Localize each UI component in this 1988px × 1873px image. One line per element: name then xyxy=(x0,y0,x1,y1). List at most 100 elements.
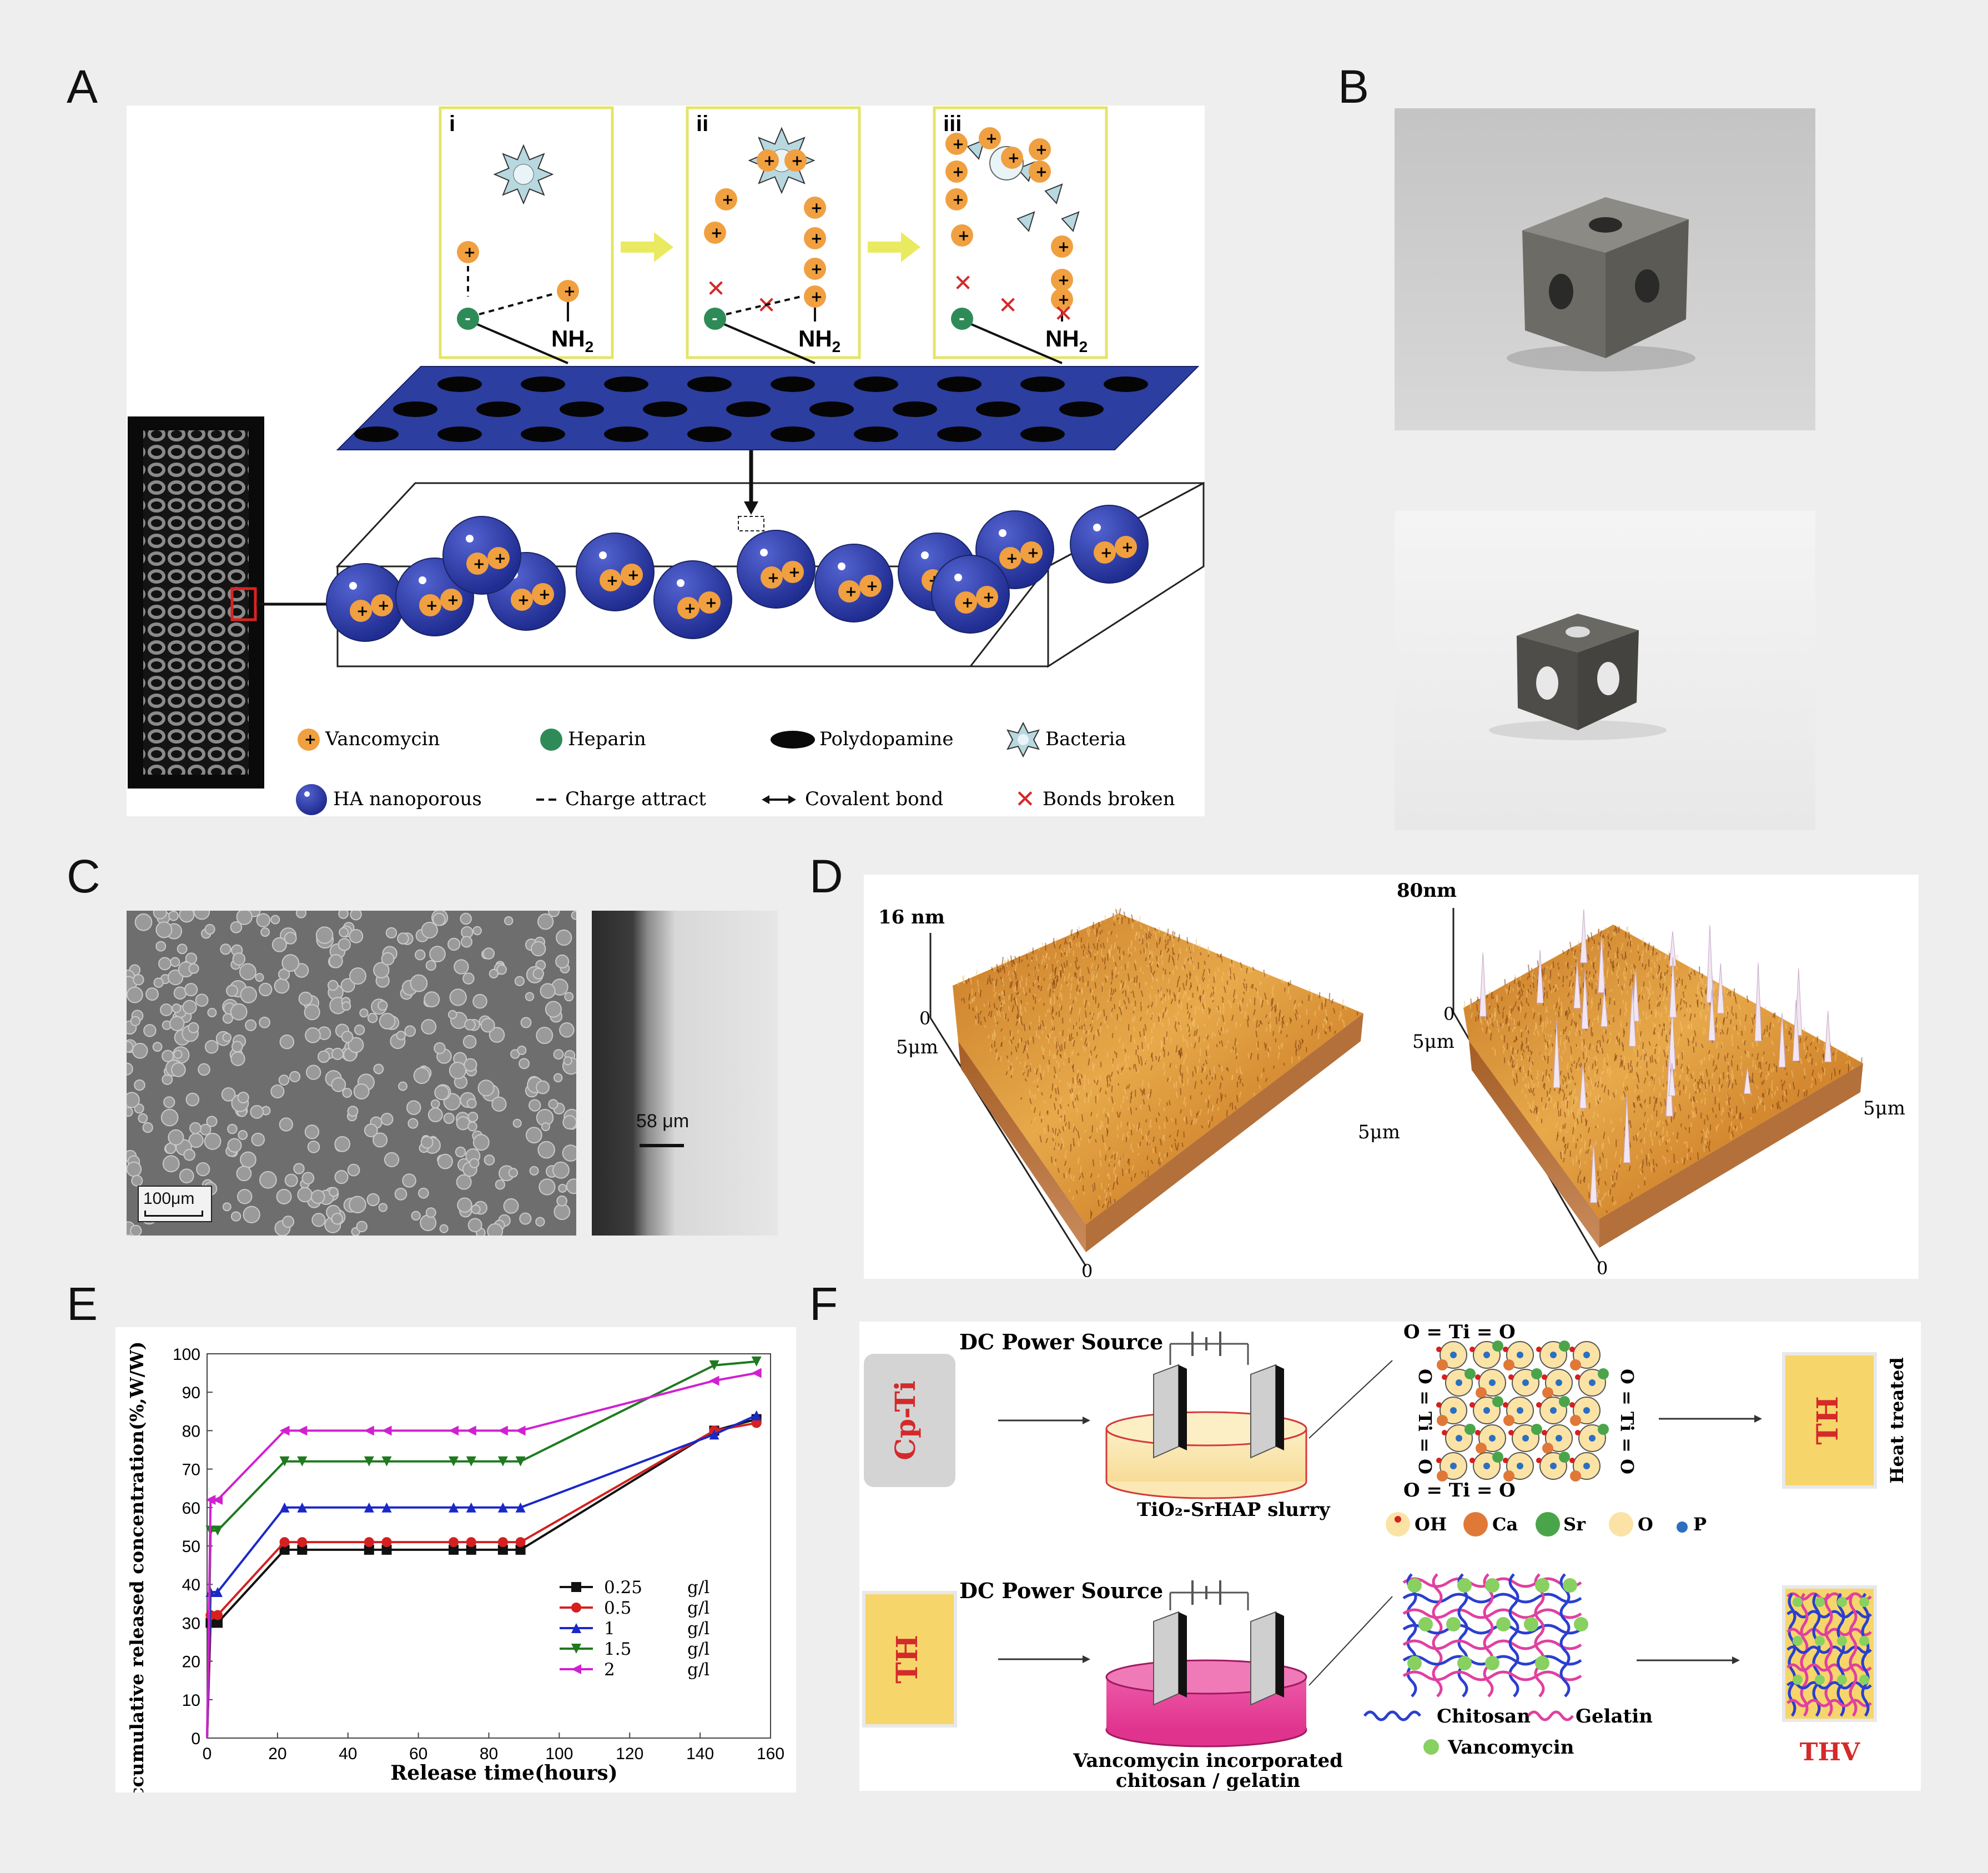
photo-cube-coated xyxy=(1395,511,1815,830)
svg-text:Sr: Sr xyxy=(1563,1514,1586,1535)
svg-text:+: + xyxy=(473,556,485,573)
afm-left-yaxis: 5μm xyxy=(896,1036,938,1058)
afm-right-zmin: 0 xyxy=(1443,1003,1454,1025)
svg-text:+: + xyxy=(763,153,776,169)
ha-sphere: ++ xyxy=(576,533,655,611)
bath-label-line1: Vancomycin incorporated xyxy=(1073,1750,1343,1772)
data-point xyxy=(364,1456,374,1467)
data-point xyxy=(515,1537,526,1548)
data-point xyxy=(751,1418,762,1428)
svg-text:+: + xyxy=(1008,150,1020,167)
legend-concentration: 0.5 xyxy=(604,1598,631,1618)
panel-label-e: E xyxy=(67,1278,98,1330)
x-tick-label: 160 xyxy=(757,1745,784,1763)
afm-left-zmax: 16 nm xyxy=(878,906,945,928)
data-point xyxy=(279,1537,290,1548)
polymer-legend: Chitosan Gelatin Vancomycin xyxy=(1363,1705,1653,1759)
svg-text:OH: OH xyxy=(1415,1514,1447,1535)
svg-text:Polydopamine: Polydopamine xyxy=(819,728,953,750)
srhap-crystal xyxy=(1436,1340,1609,1482)
afm-right-yaxis: 5μm xyxy=(1412,1031,1454,1053)
svg-text:+: + xyxy=(563,283,576,300)
ha-sphere: ++ xyxy=(326,563,405,642)
legend-unit: g/l xyxy=(687,1598,709,1618)
legend-unit: g/l xyxy=(687,1619,709,1639)
x-tick-label: 100 xyxy=(545,1745,573,1763)
data-point xyxy=(205,1494,216,1505)
svg-text:+: + xyxy=(958,228,970,244)
power-battery-bottom xyxy=(1169,1580,1249,1610)
stage-label: i xyxy=(449,112,455,136)
svg-text:+: + xyxy=(962,595,974,611)
y-tick-label: 100 xyxy=(173,1345,200,1364)
svg-text:+: + xyxy=(811,261,823,278)
dc-power-source-bottom: DC Power Source xyxy=(959,1578,1163,1603)
data-point xyxy=(297,1537,308,1548)
legend-concentration: 1 xyxy=(604,1619,615,1639)
legend-unit: g/l xyxy=(687,1639,709,1659)
series-line xyxy=(206,1418,757,1739)
legend-oh: OH xyxy=(1386,1512,1447,1536)
data-point xyxy=(381,1537,392,1548)
stage-arrow-1 xyxy=(621,232,673,262)
svg-text:Vancomycin: Vancomycin xyxy=(1447,1736,1574,1759)
svg-text:Bonds broken: Bonds broken xyxy=(1043,788,1175,810)
svg-text:+: + xyxy=(791,153,803,169)
svg-text:+: + xyxy=(1058,272,1070,289)
series-line xyxy=(206,1422,757,1739)
ha-sphere: ++ xyxy=(737,530,816,609)
data-point xyxy=(213,1618,223,1628)
data-point xyxy=(751,1368,762,1378)
bath-label-line2: chitosan / gelatin xyxy=(1116,1770,1300,1791)
panel-a-legend: + Vancomycin Heparin Polydopamine Bacter… xyxy=(296,721,1175,815)
y-tick-label: 30 xyxy=(182,1614,200,1633)
release-chart: 0 10 20 30 40 50 60 70 80 90 100 0 20 40 60 80 100 120 140… xyxy=(126,1342,784,1814)
panel-d: 16 nm 0 5μm 5μm 0 80nm 0 5μm 5μm 0 xyxy=(864,875,1919,1282)
data-point xyxy=(466,1456,476,1467)
legend-entry: 0.25 g/l xyxy=(560,1578,709,1598)
polydopamine-plate xyxy=(336,366,1200,450)
legend-concentration: 0.25 xyxy=(604,1578,642,1598)
y-tick-label: 0 xyxy=(191,1730,200,1748)
svg-text:+: + xyxy=(426,597,438,614)
svg-text:+: + xyxy=(464,244,476,261)
data-point xyxy=(515,1456,526,1467)
sem-surface-image: 100μm xyxy=(127,911,576,1236)
legend-p: P xyxy=(1677,1514,1707,1535)
svg-text:+: + xyxy=(1035,164,1048,180)
ha-nanoporous-icon xyxy=(296,784,327,815)
scaffold-image xyxy=(128,416,338,789)
legend-chitosan: Chitosan xyxy=(1363,1705,1531,1728)
svg-text:TH: TH xyxy=(890,1635,924,1684)
svg-text:Vancomycin: Vancomycin xyxy=(325,728,440,750)
y-tick-label: 80 xyxy=(182,1422,200,1440)
oxide-left-label: O = Ti = O xyxy=(1415,1369,1436,1474)
svg-text:Heparin: Heparin xyxy=(568,728,646,750)
panel-label-d: D xyxy=(809,850,843,902)
electro-bath-bottom xyxy=(1105,1611,1307,1748)
oxide-bottom-label: O = Ti = O xyxy=(1403,1479,1516,1502)
data-point xyxy=(709,1360,719,1370)
panel-f: Cp-Ti DC Power Source TiO₂-SrHAP slurry … xyxy=(859,1321,1921,1792)
data-point xyxy=(279,1544,290,1555)
data-point xyxy=(364,1544,374,1555)
y-tick-label: 10 xyxy=(182,1691,200,1710)
data-point xyxy=(213,1610,223,1620)
photo-cube-plain xyxy=(1395,108,1815,430)
legend-unit: g/l xyxy=(687,1660,709,1680)
data-point xyxy=(466,1502,476,1513)
data-point xyxy=(571,1644,581,1654)
y-tick-label: 20 xyxy=(182,1653,200,1671)
afm-left-zmin: 0 xyxy=(919,1008,930,1029)
tile-thv xyxy=(1782,1585,1877,1722)
svg-text:+: + xyxy=(356,603,369,620)
svg-text:+: + xyxy=(627,567,640,584)
scale-bar-label-surface: 100μm xyxy=(143,1189,195,1208)
svg-text:Charge attract: Charge attract xyxy=(565,788,706,810)
data-point xyxy=(297,1425,308,1436)
ha-sphere: ++ xyxy=(653,560,732,639)
data-point xyxy=(571,1623,581,1633)
data-point xyxy=(497,1537,508,1548)
svg-text:+: + xyxy=(606,573,618,589)
